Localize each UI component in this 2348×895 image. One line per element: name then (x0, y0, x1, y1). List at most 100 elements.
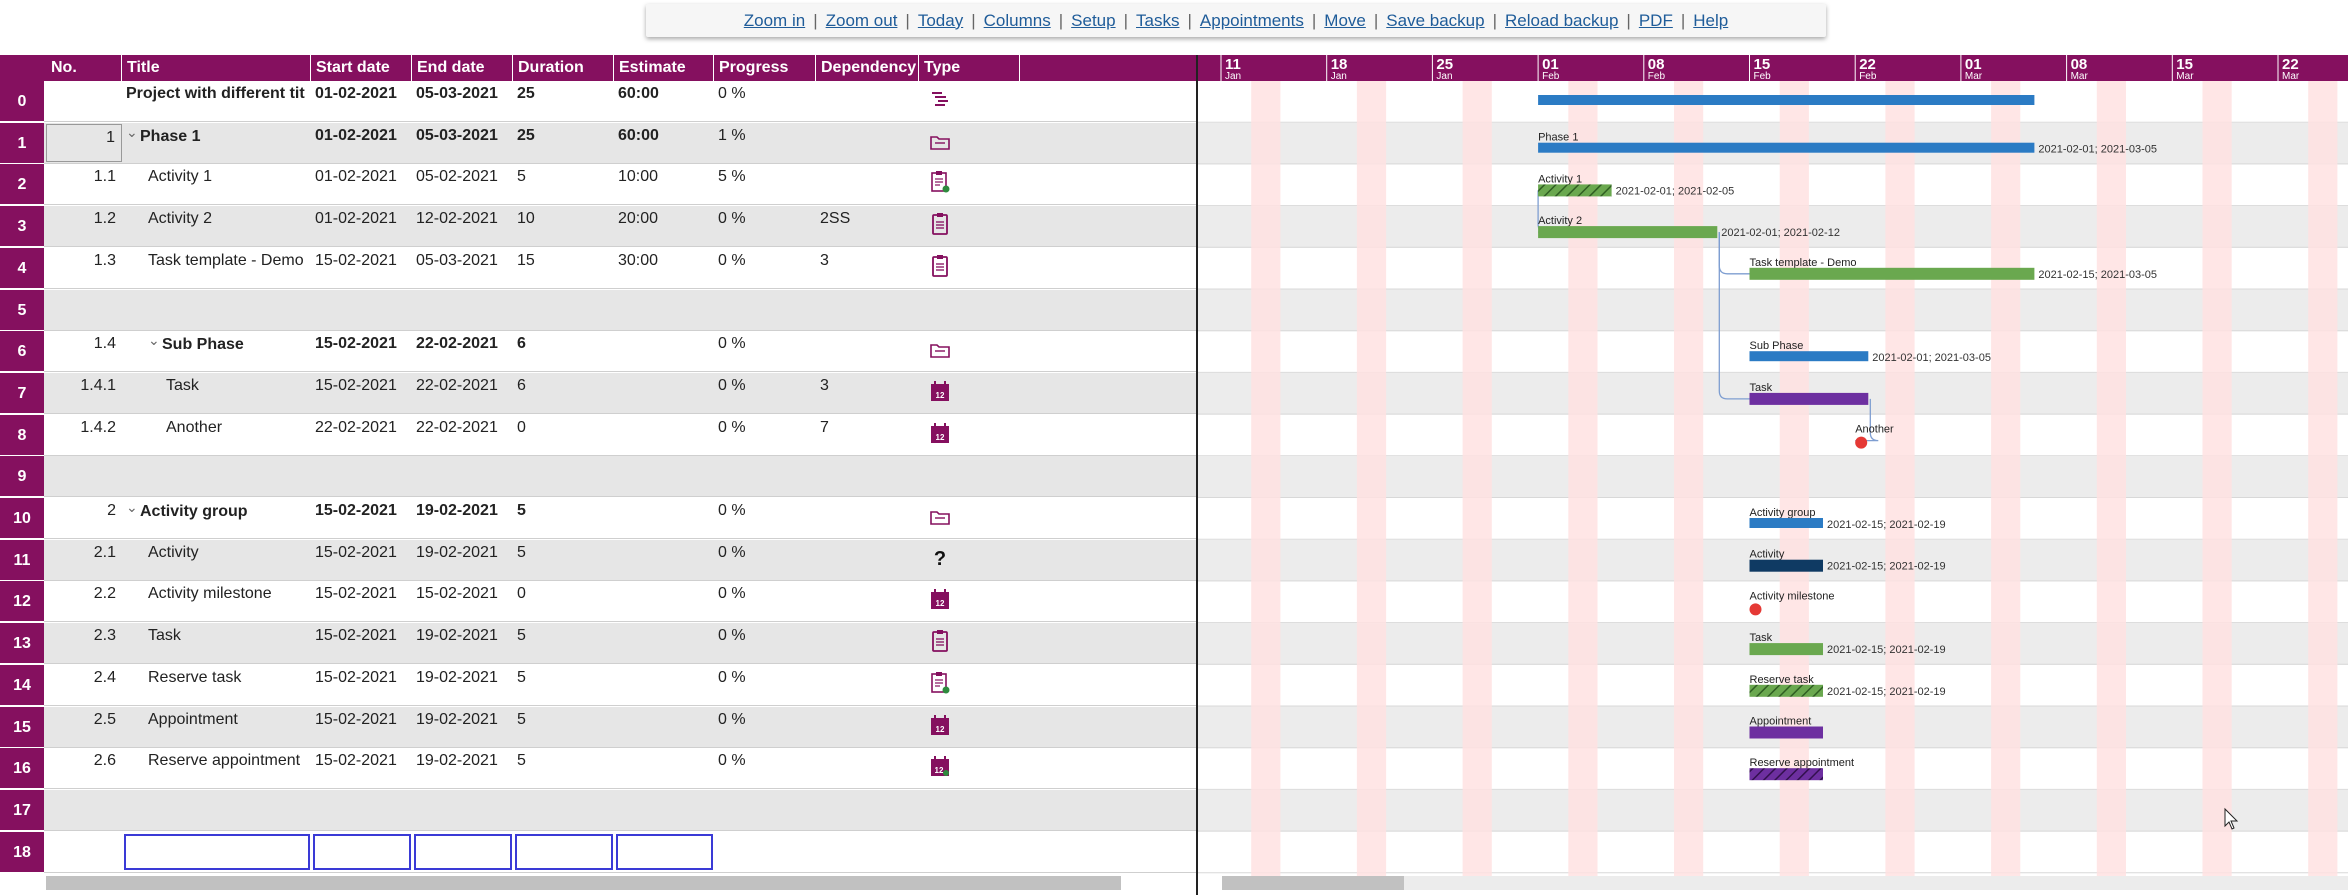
milestone-marker[interactable] (1749, 603, 1762, 616)
chevron-down-icon[interactable]: ⌄ (126, 123, 138, 140)
dependency-cell[interactable]: 7 (816, 415, 919, 455)
dependency-cell[interactable]: 3 (816, 248, 919, 288)
start-cell[interactable] (311, 790, 412, 830)
grid-horizontal-scrollbar[interactable] (46, 876, 1121, 890)
start-cell[interactable]: 15-02-2021 (311, 248, 412, 288)
start-cell[interactable]: 15-02-2021 (311, 498, 412, 538)
gantt-bar-summary[interactable] (1538, 95, 2035, 105)
row-number[interactable]: 0 (0, 81, 44, 122)
start-cell[interactable]: 01-02-2021 (311, 81, 412, 121)
no-cell[interactable] (46, 81, 122, 121)
end-cell[interactable]: 19-02-2021 (412, 707, 513, 747)
title-cell[interactable]: Activity (122, 540, 311, 580)
estimate-cell[interactable] (614, 290, 714, 330)
start-cell[interactable]: 15-02-2021 (311, 540, 412, 580)
duration-cell[interactable]: 15 (513, 248, 614, 288)
duration-cell[interactable]: 5 (513, 707, 614, 747)
end-cell[interactable]: 12-02-2021 (412, 206, 513, 246)
start-cell[interactable] (311, 290, 412, 330)
dependency-cell[interactable]: 3 (816, 373, 919, 413)
dependency-cell[interactable] (816, 498, 919, 538)
progress-cell[interactable]: 0 % (714, 665, 816, 705)
chevron-down-icon[interactable]: ⌄ (148, 332, 160, 349)
duration-cell[interactable]: 0 (513, 581, 614, 621)
type-cell[interactable]: 12 (919, 707, 1020, 747)
toolbar-zoom-out-link[interactable]: Zoom out (825, 10, 898, 30)
end-cell[interactable]: 19-02-2021 (412, 498, 513, 538)
type-cell[interactable] (919, 164, 1020, 204)
start-cell[interactable]: 01-02-2021 (311, 206, 412, 246)
duration-cell[interactable] (513, 290, 614, 330)
start-cell[interactable]: 15-02-2021 (311, 623, 412, 663)
dependency-cell[interactable]: 2SS (816, 206, 919, 246)
dependency-cell[interactable] (816, 707, 919, 747)
dependency-cell[interactable] (816, 581, 919, 621)
duration-cell[interactable]: 5 (513, 623, 614, 663)
dependency-cell[interactable] (816, 623, 919, 663)
no-cell[interactable]: 2 (46, 498, 122, 538)
column-header-title[interactable]: Title (122, 55, 311, 81)
type-cell[interactable] (919, 290, 1020, 330)
duration-cell[interactable]: 10 (513, 206, 614, 246)
progress-cell[interactable] (714, 290, 816, 330)
gantt-bar-appointment[interactable] (1749, 392, 1869, 405)
toolbar-save-backup-link[interactable]: Save backup (1386, 10, 1485, 30)
type-cell[interactable]: 12 (919, 748, 1020, 788)
progress-cell[interactable] (714, 790, 816, 830)
start-cell[interactable]: 01-02-2021 (311, 164, 412, 204)
progress-cell[interactable]: 0 % (714, 581, 816, 621)
estimate-cell[interactable] (614, 623, 714, 663)
progress-cell[interactable]: 0 % (714, 623, 816, 663)
progress-cell[interactable]: 0 % (714, 248, 816, 288)
title-cell[interactable]: Task template - Demo (122, 248, 311, 288)
type-cell[interactable]: 12 (919, 373, 1020, 413)
progress-cell[interactable] (714, 456, 816, 496)
dependency-cell[interactable] (816, 540, 919, 580)
end-cell[interactable]: 05-03-2021 (412, 248, 513, 288)
type-cell[interactable] (919, 623, 1020, 663)
grid-scroll-thumb[interactable] (46, 876, 1121, 890)
row-number[interactable]: 10 (0, 498, 44, 539)
column-header-estimate[interactable]: Estimate (614, 55, 714, 81)
grid-row[interactable]: 6 1.4 ⌄ Sub Phase 15-02-2021 22-02-2021 6 0 % (0, 331, 1196, 373)
grid-row[interactable]: 11 2.1 Activity 15-02-2021 19-02-2021 5 0 %? (0, 539, 1196, 581)
dependency-cell[interactable] (816, 790, 919, 830)
progress-cell[interactable]: 5 % (714, 164, 816, 204)
type-cell[interactable] (919, 665, 1020, 705)
estimate-cell[interactable]: 20:00 (614, 206, 714, 246)
estimate-cell[interactable] (614, 415, 714, 455)
no-cell[interactable]: 1.4 (46, 331, 122, 371)
estimate-cell[interactable] (614, 540, 714, 580)
title-cell[interactable]: ⌄ Phase 1 (122, 123, 311, 163)
type-cell[interactable] (919, 790, 1020, 830)
gantt-bar-task-hatched[interactable] (1538, 184, 1612, 197)
pane-divider[interactable] (1196, 55, 1198, 895)
gantt-bar-task[interactable] (1749, 267, 2035, 280)
estimate-cell[interactable] (614, 790, 714, 830)
end-cell[interactable]: 22-02-2021 (412, 415, 513, 455)
toolbar-zoom-in-link[interactable]: Zoom in (743, 10, 806, 30)
title-cell[interactable] (122, 290, 311, 330)
duration-cell[interactable]: 5 (513, 665, 614, 705)
gantt-bar-activity[interactable] (1749, 559, 1824, 572)
duration-cell[interactable]: 5 (513, 498, 614, 538)
title-cell[interactable] (122, 790, 311, 830)
toolbar-today-link[interactable]: Today (917, 10, 964, 30)
progress-cell[interactable]: 0 % (714, 707, 816, 747)
new-row-title-input[interactable] (124, 833, 310, 870)
no-cell[interactable]: 2.3 (46, 623, 122, 663)
grid-row[interactable]: 18 (0, 831, 1196, 873)
title-cell[interactable]: Task (122, 623, 311, 663)
duration-cell[interactable]: 25 (513, 81, 614, 121)
start-cell[interactable]: 15-02-2021 (311, 707, 412, 747)
end-cell[interactable] (412, 456, 513, 496)
title-cell[interactable]: Project with different tit (122, 81, 311, 121)
title-cell[interactable]: Activity 2 (122, 206, 311, 246)
dependency-cell[interactable] (816, 81, 919, 121)
title-cell[interactable]: Activity milestone (122, 581, 311, 621)
no-cell[interactable]: 1.1 (46, 164, 122, 204)
grid-row[interactable]: 12 2.2 Activity milestone 15-02-2021 15-02-2… (0, 581, 1196, 623)
no-cell[interactable]: 1.2 (46, 206, 122, 246)
new-row-end-input[interactable] (414, 833, 512, 870)
estimate-cell[interactable]: 30:00 (614, 248, 714, 288)
